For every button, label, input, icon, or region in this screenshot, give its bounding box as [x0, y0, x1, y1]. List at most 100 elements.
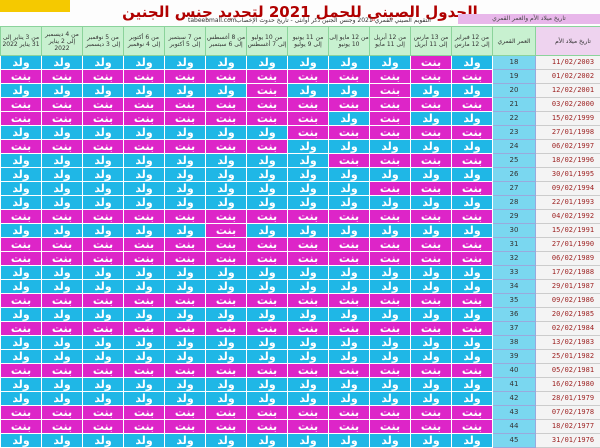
boy-cell: ولد	[288, 84, 329, 98]
birth-date-cell: 01/02/2002	[536, 70, 600, 84]
girl-cell: بنت	[288, 294, 329, 308]
boy-cell: ولد	[83, 336, 124, 350]
girl-cell: بنت	[452, 126, 493, 140]
girl-cell: بنت	[42, 364, 83, 378]
girl-cell: بنت	[1, 420, 42, 434]
girl-cell: بنت	[288, 112, 329, 126]
birth-date-cell: 27/01/1990	[536, 238, 600, 252]
boy-cell: ولد	[329, 196, 370, 210]
boy-cell: ولد	[452, 168, 493, 182]
boy-cell: ولد	[1, 196, 42, 210]
month-column-header: من 13 مارس إلى 11 أبريل	[411, 27, 452, 56]
girl-cell: بنت	[83, 238, 124, 252]
girl-cell: بنت	[247, 420, 288, 434]
birth-date-cell: 02/02/1984	[536, 322, 600, 336]
boy-cell: ولد	[42, 378, 83, 392]
boy-cell: ولد	[329, 112, 370, 126]
boy-cell: ولد	[165, 126, 206, 140]
girl-cell: بنت	[411, 56, 452, 70]
girl-cell: بنت	[206, 252, 247, 266]
lunar-age-cell: 39	[493, 350, 536, 364]
girl-cell: بنت	[124, 420, 165, 434]
site-url[interactable]: tabeebmall.com	[188, 17, 237, 24]
boy-cell: ولد	[1, 154, 42, 168]
girl-cell: بنت	[411, 294, 452, 308]
boy-cell: ولد	[288, 434, 329, 448]
lunar-age-cell: 33	[493, 266, 536, 280]
boy-cell: ولد	[370, 266, 411, 280]
birth-date-cell: 13/02/1983	[536, 336, 600, 350]
boy-cell: ولد	[452, 434, 493, 448]
lunar-age-cell: 28	[493, 196, 536, 210]
boy-cell: ولد	[42, 84, 83, 98]
girl-cell: بنت	[247, 238, 288, 252]
girl-cell: بنت	[42, 98, 83, 112]
boy-cell: ولد	[247, 168, 288, 182]
girl-cell: بنت	[42, 112, 83, 126]
boy-cell: ولد	[165, 168, 206, 182]
boy-cell: ولد	[329, 336, 370, 350]
boy-cell: ولد	[83, 280, 124, 294]
girl-cell: بنت	[288, 406, 329, 420]
girl-cell: بنت	[452, 420, 493, 434]
boy-cell: ولد	[42, 182, 83, 196]
girl-cell: بنت	[83, 322, 124, 336]
birth-date-cell: 22/01/1993	[536, 196, 600, 210]
lunar-age-cell: 36	[493, 308, 536, 322]
boy-cell: ولد	[124, 280, 165, 294]
girl-cell: بنت	[452, 182, 493, 196]
girl-cell: بنت	[42, 70, 83, 84]
boy-cell: ولد	[329, 168, 370, 182]
girl-cell: بنت	[206, 210, 247, 224]
month-column-header: من 12 أبريل إلى 11 مايو	[370, 27, 411, 56]
boy-cell: ولد	[124, 56, 165, 70]
boy-cell: ولد	[288, 224, 329, 238]
boy-cell: ولد	[42, 196, 83, 210]
boy-cell: ولد	[288, 56, 329, 70]
boy-cell: ولد	[206, 378, 247, 392]
lunar-age-cell: 31	[493, 238, 536, 252]
boy-cell: ولد	[411, 168, 452, 182]
boy-cell: ولد	[42, 154, 83, 168]
girl-cell: بنت	[165, 70, 206, 84]
boy-cell: ولد	[411, 378, 452, 392]
birth-date-cell: 06/02/1989	[536, 252, 600, 266]
girl-cell: بنت	[83, 294, 124, 308]
boy-cell: ولد	[247, 224, 288, 238]
girl-cell: بنت	[206, 364, 247, 378]
boy-cell: ولد	[1, 308, 42, 322]
boy-cell: ولد	[42, 392, 83, 406]
boy-cell: ولد	[247, 434, 288, 448]
girl-cell: بنت	[329, 294, 370, 308]
birth-date-cell: 09/02/1994	[536, 182, 600, 196]
boy-cell: ولد	[165, 350, 206, 364]
girl-cell: بنت	[370, 70, 411, 84]
girl-cell: بنت	[206, 112, 247, 126]
boy-cell: ولد	[83, 434, 124, 448]
boy-cell: ولد	[165, 196, 206, 210]
girl-cell: بنت	[411, 364, 452, 378]
boy-cell: ولد	[370, 308, 411, 322]
lunar-age-cell: 21	[493, 98, 536, 112]
boy-cell: ولد	[329, 266, 370, 280]
lunar-age-cell: 22	[493, 112, 536, 126]
boy-cell: ولد	[247, 336, 288, 350]
birth-date-cell: 07/02/1978	[536, 406, 600, 420]
girl-cell: بنت	[247, 322, 288, 336]
lunar-age-cell: 19	[493, 70, 536, 84]
boy-cell: ولد	[452, 308, 493, 322]
birth-date-cell: 25/01/1982	[536, 350, 600, 364]
girl-cell: بنت	[1, 406, 42, 420]
girl-cell: بنت	[452, 252, 493, 266]
boy-cell: ولد	[83, 308, 124, 322]
boy-cell: ولد	[329, 434, 370, 448]
girl-cell: بنت	[288, 238, 329, 252]
girl-cell: بنت	[42, 238, 83, 252]
girl-cell: بنت	[370, 238, 411, 252]
boy-cell: ولد	[83, 84, 124, 98]
girl-cell: بنت	[452, 98, 493, 112]
